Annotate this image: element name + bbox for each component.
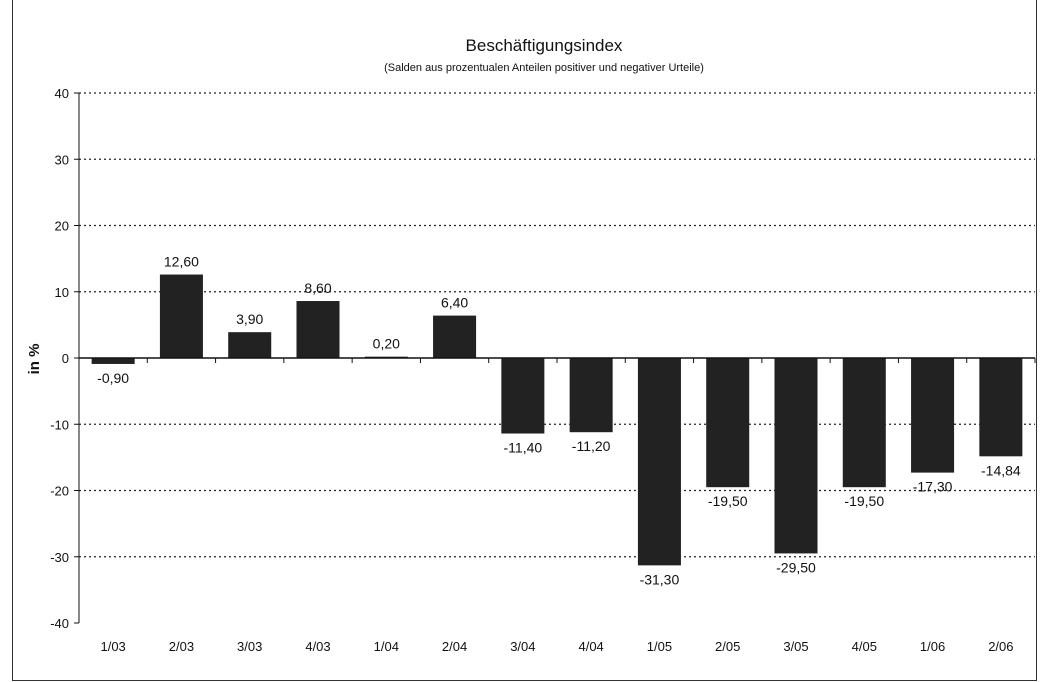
y-tick-label: 20 (55, 219, 69, 234)
category-label: 4/04 (578, 639, 603, 654)
data-label: -11,40 (504, 440, 543, 456)
category-label: 1/03 (100, 639, 125, 654)
bar (637, 358, 681, 566)
bar (842, 358, 886, 488)
category-label: 3/03 (237, 639, 262, 654)
bar (911, 358, 955, 473)
bar (91, 358, 135, 364)
data-label: -14,84 (981, 462, 1021, 478)
bar (433, 315, 477, 358)
bar (706, 358, 750, 488)
category-label: 4/05 (852, 639, 877, 654)
data-labels: -0,90 12,60 3,90 8,60 0,20 6,40 -11,40 -11,20 -3… (97, 254, 1021, 588)
bar (296, 301, 340, 358)
data-label: -29,50 (776, 559, 816, 575)
y-tick-label: 10 (55, 285, 69, 300)
bar (159, 274, 203, 358)
category-label: 2/04 (442, 639, 467, 654)
y-axis-label: in % (26, 344, 43, 375)
category-label: 2/05 (715, 639, 740, 654)
chart-frame: Beschäftigungsindex (Salden aus prozentu… (12, 0, 1037, 681)
category-labels: 1/03 2/03 3/03 4/03 1/04 2/04 3/04 4/04 1/05 2/05… (100, 639, 1013, 654)
data-label: 0,20 (373, 336, 400, 352)
data-label: -17,30 (913, 479, 953, 495)
y-tick-label: 30 (55, 152, 69, 167)
bars (91, 274, 1023, 566)
y-tick-label: -20 (50, 484, 69, 499)
bar (979, 358, 1023, 457)
bar (774, 358, 818, 554)
data-label: -31,30 (640, 571, 680, 587)
data-label: -19,50 (844, 493, 884, 509)
category-label: 2/06 (988, 639, 1013, 654)
bar (501, 358, 545, 434)
y-tick-label: -40 (50, 616, 69, 631)
y-tick-label: 0 (62, 351, 69, 366)
y-tick-label: -10 (50, 417, 69, 432)
data-label: 12,60 (164, 254, 199, 270)
data-label: -11,20 (572, 438, 611, 454)
category-label: 1/06 (920, 639, 945, 654)
y-tick-labels: 40 30 20 10 0 -10 -20 -30 -40 (50, 86, 69, 631)
category-label: 3/04 (510, 639, 535, 654)
data-label: 8,60 (304, 280, 331, 296)
bar (569, 358, 613, 433)
category-label: 2/03 (169, 639, 194, 654)
data-label: -19,50 (708, 493, 748, 509)
category-label: 3/05 (783, 639, 808, 654)
data-label: -0,90 (97, 370, 129, 386)
category-label: 1/04 (374, 639, 399, 654)
category-label: 4/03 (305, 639, 330, 654)
chart-title: Beschäftigungsindex (466, 36, 623, 55)
y-tick-label: -30 (50, 550, 69, 565)
category-label: 1/05 (647, 639, 672, 654)
data-label: 3,90 (236, 311, 263, 327)
data-label: 6,40 (441, 295, 468, 311)
bar-chart: Beschäftigungsindex (Salden aus prozentu… (26, 36, 1036, 654)
chart-subtitle: (Salden aus prozentualen Anteilen positi… (384, 62, 704, 74)
y-tick-label: 40 (55, 86, 69, 101)
bar (228, 332, 272, 358)
